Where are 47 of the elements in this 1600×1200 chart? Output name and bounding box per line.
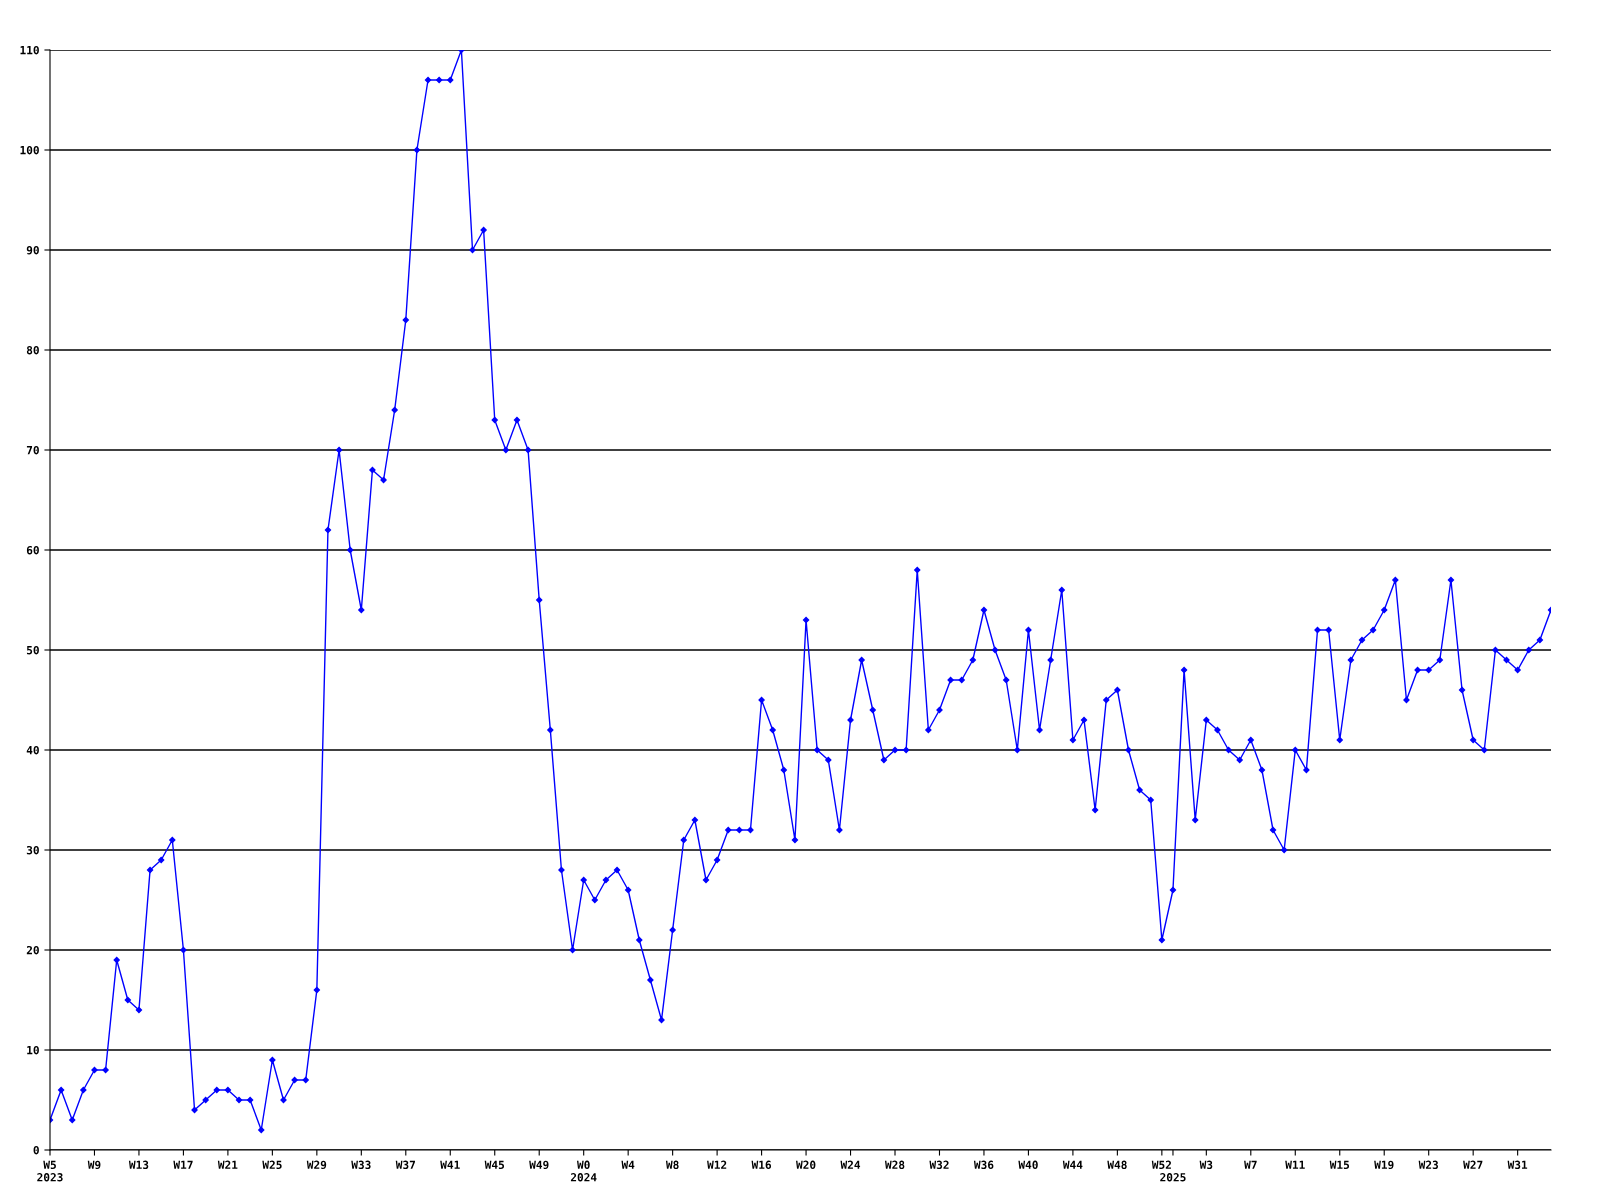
y-tick-label: 80 [26,345,39,355]
x-tick-label: W29 [306,1160,327,1170]
x-tick-label: W8 [665,1160,679,1170]
x-tick-label: W7 [1244,1160,1257,1169]
x-tick-label: W21 [217,1160,238,1169]
x-tick-label: W24 [840,1160,861,1169]
x-tick-label: W48 [1107,1160,1127,1170]
x-tick-label: W16 [751,1160,772,1170]
x-tick-label: W32 [929,1160,949,1170]
x-tick-label: W12 [707,1160,727,1169]
y-tick-label: 70 [26,445,39,455]
x-tick-label: W15 [1329,1160,1350,1170]
x-tick-label: W4 [621,1160,635,1169]
y-tick-label: 90 [26,245,39,255]
x-tick-label: W27 [1463,1160,1483,1169]
x-tick-label: W49 [529,1160,549,1170]
x-tick-label: W41 [440,1160,460,1169]
y-tick-label: 30 [26,845,39,855]
x-tick-label: W17 [173,1160,193,1169]
y-tick-label: 20 [26,945,39,955]
x-tick-label: W5 2023 [37,1160,63,1182]
x-tick-label: W23 [1418,1160,1439,1170]
x-tick-label: W19 [1374,1160,1394,1170]
y-tick-label: 100 [20,145,39,155]
y-tick-label: 40 [26,745,39,755]
x-tick-label: W31 [1507,1160,1528,1170]
y-tick-label: 60 [26,545,39,555]
x-tick-label: W37 [395,1160,415,1170]
x-tick-label: 2025 [1160,1173,1186,1182]
x-tick-label: W20 [796,1160,816,1170]
x-tick-label: W45 [484,1160,505,1170]
x-tick-label: W40 [1018,1160,1038,1170]
y-tick-label: 50 [26,645,39,655]
x-tick-label: W13 [128,1160,149,1170]
x-tick-label: W44 [1062,1160,1083,1169]
x-tick-label: W9 [87,1160,101,1170]
x-tick-label: W11 [1285,1160,1305,1169]
x-tick-label: W28 [884,1160,905,1170]
x-tick-label: W52 [1151,1160,1171,1170]
y-tick-label: 110 [20,45,39,55]
y-tick-label: 0 [33,1145,39,1155]
x-tick-label: W3 [1199,1160,1213,1170]
x-tick-label: W36 [973,1160,994,1170]
x-tick-label: W0 2024 [570,1160,597,1182]
x-tick-label: W33 [351,1160,371,1170]
y-tick-label: 10 [27,1045,39,1055]
x-tick-label: W25 [262,1160,282,1170]
